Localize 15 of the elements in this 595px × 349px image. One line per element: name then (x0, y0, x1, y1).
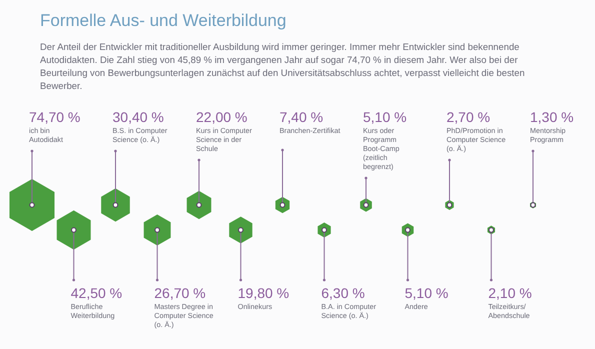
data-label: 22,00 % (196, 109, 248, 125)
data-label: 2,10 % (488, 285, 532, 301)
data-label: 26,70 % (154, 285, 206, 301)
data-label: 7,40 % (280, 109, 324, 125)
data-label: 1,30 % (530, 109, 574, 125)
data-label: 74,70 % (29, 109, 80, 125)
data-label: 6,30 % (321, 285, 365, 301)
data-label: 5,10 % (363, 109, 407, 125)
text: Der Anteil der Entwickler mit traditioneller Ausbildung wird immer geringer. Immer mehr Entwickler sind bekennende Autodidakten. Die Zahl stieg von 45,89 % im vergangenen Jahr auf sogar 74,70 % in diesem Jahr. Wer also bei der Beurteilung von Bewerbungsunterlagen zunächst auf den Universitätsabschluss achtet, verpasst vielleicht die besten Bewerber. (40, 41, 525, 91)
data-label: 30,40 % (112, 109, 164, 125)
text: Formelle Aus- und Weiterbildung (40, 11, 286, 30)
data-label: 5,10 % (404, 285, 448, 301)
data-label: 2,70 % (446, 109, 490, 125)
data-label: 42,50 % (70, 285, 122, 301)
data-label: 19,80 % (238, 285, 290, 301)
